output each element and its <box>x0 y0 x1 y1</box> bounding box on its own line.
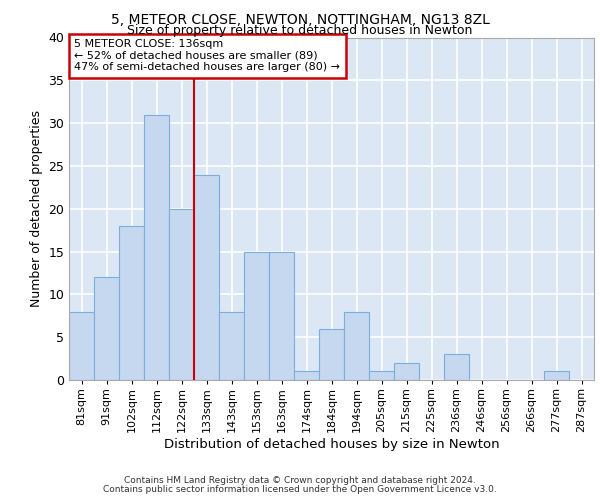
X-axis label: Distribution of detached houses by size in Newton: Distribution of detached houses by size … <box>164 438 499 450</box>
Y-axis label: Number of detached properties: Number of detached properties <box>30 110 43 307</box>
Text: Size of property relative to detached houses in Newton: Size of property relative to detached ho… <box>127 24 473 37</box>
Bar <box>220 312 244 380</box>
Bar <box>344 312 368 380</box>
Bar <box>244 252 269 380</box>
Bar <box>269 252 293 380</box>
Bar <box>70 312 94 380</box>
Bar <box>295 372 319 380</box>
Text: 5, METEOR CLOSE, NEWTON, NOTTINGHAM, NG13 8ZL: 5, METEOR CLOSE, NEWTON, NOTTINGHAM, NG1… <box>110 12 490 26</box>
Bar <box>445 354 469 380</box>
Text: Contains HM Land Registry data © Crown copyright and database right 2024.: Contains HM Land Registry data © Crown c… <box>124 476 476 485</box>
Text: 5 METEOR CLOSE: 136sqm
← 52% of detached houses are smaller (89)
47% of semi-det: 5 METEOR CLOSE: 136sqm ← 52% of detached… <box>74 39 340 72</box>
Bar <box>319 328 344 380</box>
Bar <box>370 372 394 380</box>
Text: Contains public sector information licensed under the Open Government Licence v3: Contains public sector information licen… <box>103 485 497 494</box>
Bar <box>544 372 569 380</box>
Bar <box>119 226 143 380</box>
Bar <box>145 114 169 380</box>
Bar <box>394 363 419 380</box>
Bar <box>194 174 218 380</box>
Bar <box>94 277 119 380</box>
Bar <box>169 209 194 380</box>
